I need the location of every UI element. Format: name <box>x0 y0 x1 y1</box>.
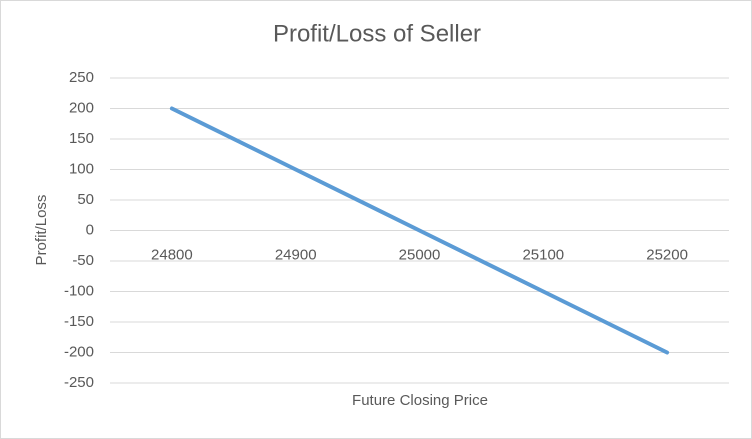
y-tick-label: -50 <box>72 252 94 269</box>
y-tick-label: 200 <box>69 99 94 116</box>
y-axis-title: Profit/Loss <box>33 195 50 266</box>
y-tick-label: 0 <box>86 221 94 238</box>
x-tick-label: 24800 <box>151 246 193 263</box>
x-tick-label: 25100 <box>522 246 564 263</box>
y-tick-label: -200 <box>64 343 94 360</box>
y-tick-label: 50 <box>77 191 94 208</box>
x-tick-label: 24900 <box>275 246 317 263</box>
y-tick-label: 150 <box>69 130 94 147</box>
y-tick-label: -100 <box>64 282 94 299</box>
chart-title: Profit/Loss of Seller <box>273 20 481 47</box>
line <box>169 106 670 355</box>
x-axis-title: Future Closing Price <box>352 392 488 409</box>
y-tick-label: -250 <box>64 374 94 391</box>
y-tick-label: -150 <box>64 313 94 330</box>
y-tick-label: 100 <box>69 160 94 177</box>
x-tick-label: 25000 <box>399 246 441 263</box>
y-tick-label: 250 <box>69 69 94 86</box>
x-tick-label: 25200 <box>646 246 688 263</box>
